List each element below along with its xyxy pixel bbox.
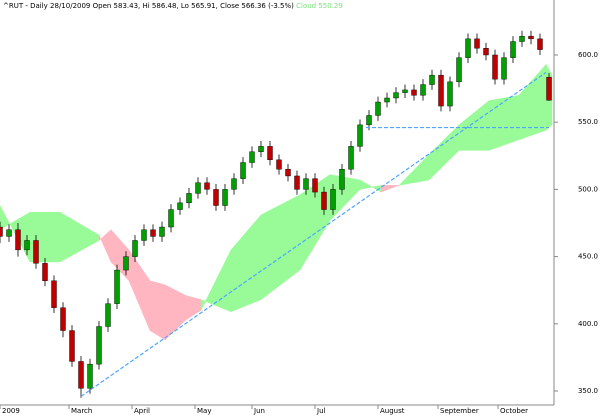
x-tick-label: Jun: [253, 407, 265, 415]
candle-body: [60, 307, 66, 331]
candle-body: [42, 263, 48, 281]
candle-body: [321, 191, 327, 210]
x-tick-label: April: [134, 407, 150, 415]
candle-body: [456, 57, 462, 83]
candle-body: [519, 35, 525, 42]
x-tick-label: September: [440, 407, 479, 415]
x-tick-label: August: [380, 407, 405, 415]
candle-body: [258, 146, 264, 152]
candle-body: [276, 159, 282, 170]
candle-body: [0, 226, 3, 237]
y-tick-label: 350.0: [578, 387, 598, 395]
x-tick-label: 2009: [2, 407, 20, 415]
y-tick-label: 450.0: [578, 253, 598, 261]
candle-body: [339, 169, 345, 190]
candle-body: [204, 182, 210, 190]
candle-body: [312, 178, 318, 193]
candle-body: [294, 175, 300, 190]
candle-body: [78, 361, 84, 389]
x-tick-label: Jul: [316, 407, 326, 415]
candle-body: [501, 57, 507, 80]
candle-body: [546, 77, 552, 101]
candle-body: [105, 303, 111, 327]
candle-body: [240, 162, 246, 179]
candle-body: [375, 101, 381, 116]
x-tick-label: March: [71, 407, 92, 415]
candle-body: [159, 226, 165, 237]
candle-body: [69, 330, 75, 362]
candle-body: [393, 92, 399, 99]
candle-body: [150, 229, 156, 237]
candle-body: [222, 189, 228, 206]
candle-body: [168, 209, 174, 228]
candle-body: [483, 48, 489, 56]
candle-body: [357, 124, 363, 147]
candle-body: [87, 363, 93, 389]
candle-body: [285, 169, 291, 177]
candle-body: [195, 182, 201, 194]
candle-body: [348, 146, 354, 170]
candle-body: [447, 81, 453, 107]
candle-body: [429, 74, 435, 85]
candle-body: [537, 38, 543, 50]
candle-body: [420, 84, 426, 96]
y-tick-label: 550.0: [578, 118, 598, 126]
candle-body: [465, 38, 471, 58]
candle-body: [123, 256, 129, 271]
trend-line: [80, 71, 547, 397]
y-tick-label: 600.0: [578, 51, 598, 59]
candle-body: [528, 35, 534, 40]
candle-body: [141, 229, 147, 241]
candle-body: [96, 326, 102, 365]
candle-body: [402, 89, 408, 93]
candle-body: [6, 229, 12, 237]
candle-body: [249, 151, 255, 163]
candle-body: [330, 189, 336, 210]
chart-title: ^RUT - Daily 28/10/2009 Open 583.43, Hi …: [3, 2, 343, 10]
x-tick-label: May: [197, 407, 211, 415]
y-tick-label: 500.0: [578, 185, 598, 193]
candle-body: [114, 269, 120, 304]
candle-body: [132, 240, 138, 257]
y-tick-label: 400.0: [578, 320, 598, 328]
candle-body: [15, 229, 21, 251]
candle-body: [438, 74, 444, 107]
cloud-segment: [149, 280, 166, 341]
candle-body: [492, 54, 498, 80]
candle-body: [510, 41, 516, 58]
candle-body: [177, 202, 183, 210]
candle-body: [186, 193, 192, 204]
cloud-segment: [380, 185, 400, 193]
cloud-label: Cloud 550.29: [296, 2, 343, 10]
candle-body: [411, 89, 417, 96]
candle-body: [474, 38, 480, 49]
candle-body: [33, 240, 39, 264]
candle-body: [51, 280, 57, 308]
title: ^RUT - Daily 28/10/2009 Open 583.43, Hi …: [3, 2, 294, 10]
candle-body: [231, 178, 237, 190]
candle-body: [384, 97, 390, 103]
candle-body: [303, 178, 309, 190]
candle-body: [24, 240, 30, 251]
candle-body: [366, 115, 372, 126]
plot-area: [0, 30, 553, 398]
x-tick-label: October: [500, 407, 528, 415]
candle-body: [213, 189, 219, 206]
candle-body: [267, 146, 273, 161]
